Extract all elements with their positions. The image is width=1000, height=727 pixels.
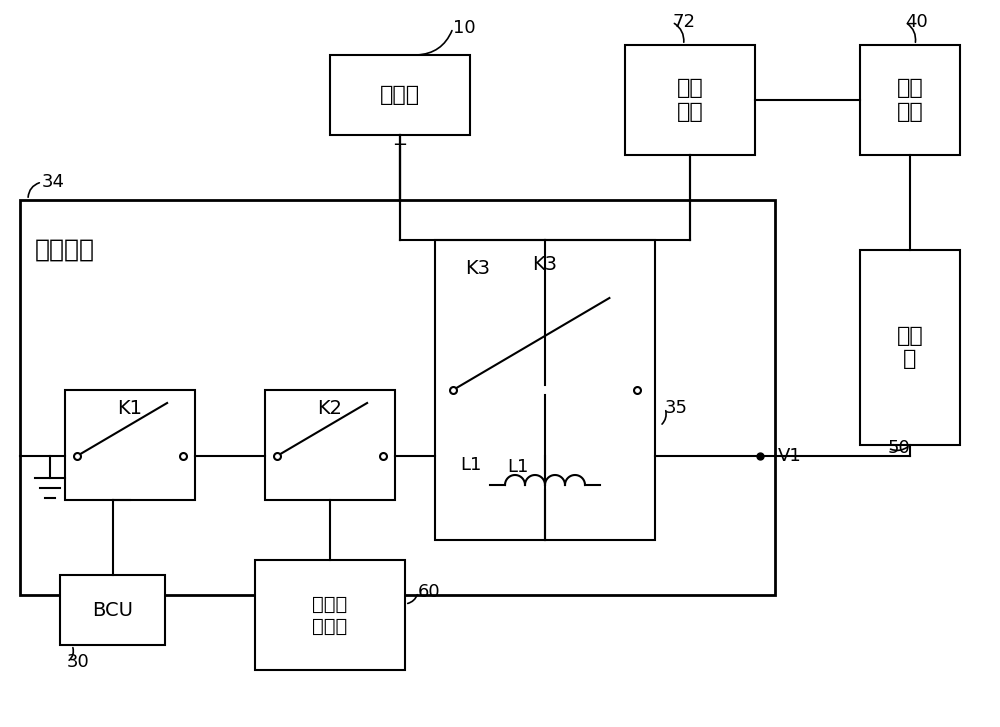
Bar [265, 390, 395, 500]
Text: BCU: BCU [92, 601, 133, 619]
Text: 10: 10 [453, 19, 476, 37]
Text: 充电
桩: 充电 桩 [897, 326, 923, 369]
Bar [255, 560, 405, 670]
Text: 第三
开关: 第三 开关 [677, 79, 703, 121]
Text: L1: L1 [507, 458, 528, 476]
Text: 72: 72 [672, 13, 695, 31]
Text: K3: K3 [465, 259, 490, 278]
Bar [330, 55, 470, 135]
Text: K2: K2 [318, 398, 342, 417]
Text: −: − [392, 136, 408, 154]
Bar [435, 240, 655, 540]
Text: 绝缘检
测模块: 绝缘检 测模块 [312, 595, 348, 635]
Text: 第一
接口: 第一 接口 [897, 79, 923, 121]
Bar [860, 45, 960, 155]
Bar [20, 200, 775, 595]
Text: 40: 40 [905, 13, 928, 31]
Bar [860, 250, 960, 445]
Text: K1: K1 [118, 398, 143, 417]
Text: 电池箱: 电池箱 [380, 85, 420, 105]
Text: 60: 60 [418, 583, 441, 601]
Text: 50: 50 [888, 439, 911, 457]
Text: L1: L1 [460, 456, 481, 474]
Text: 第二开关: 第二开关 [35, 238, 95, 262]
Bar [65, 390, 195, 500]
Text: 30: 30 [67, 653, 90, 671]
Bar [60, 575, 165, 645]
Text: 34: 34 [42, 173, 65, 191]
Text: V1: V1 [778, 447, 802, 465]
Text: K3: K3 [532, 255, 558, 275]
Text: 35: 35 [665, 399, 688, 417]
Bar [625, 45, 755, 155]
